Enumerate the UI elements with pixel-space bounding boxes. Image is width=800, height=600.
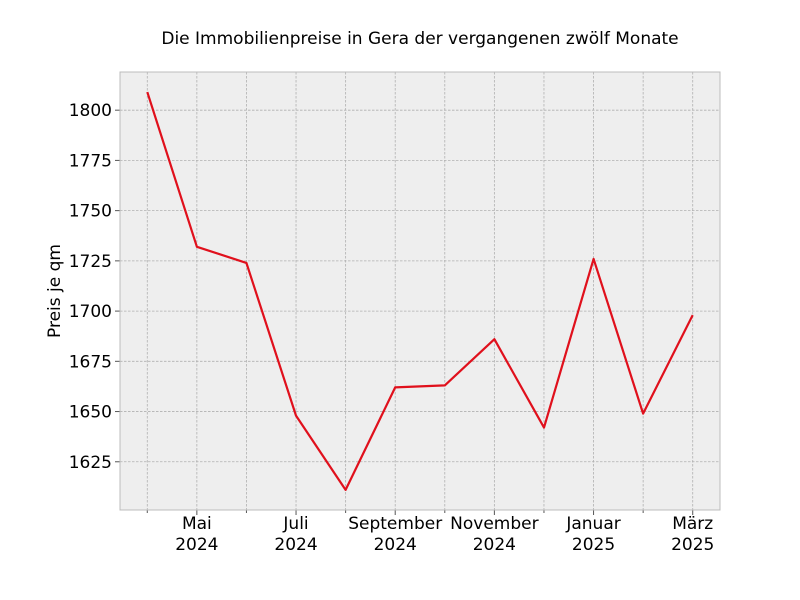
x-tick-label-month: Mai — [182, 514, 212, 534]
axis-ticks: 16251650167517001725175017751800Mai2024J… — [69, 101, 715, 555]
y-tick-label: 1625 — [69, 453, 112, 473]
series-line — [146, 91, 694, 491]
x-tick-label-month: November — [450, 514, 538, 534]
x-tick-label-month: März — [672, 514, 713, 534]
x-tick-label-year: 2025 — [671, 535, 714, 555]
y-axis-label: Preis je qm — [45, 244, 65, 338]
x-tick-label-year: 2025 — [572, 535, 615, 555]
x-tick-label-month: Januar — [565, 514, 620, 534]
x-tick-label-month: Juli — [282, 514, 308, 534]
x-tick-label-year: 2024 — [175, 535, 218, 555]
y-tick-label: 1800 — [69, 101, 112, 121]
y-tick-label: 1700 — [69, 302, 112, 322]
x-tick-label-month: September — [348, 514, 442, 534]
plot-area — [120, 72, 720, 510]
x-tick-label-year: 2024 — [374, 535, 417, 555]
y-tick-label: 1775 — [69, 151, 112, 171]
chart-title: Die Immobilienpreise in Gera der vergang… — [161, 29, 678, 49]
series-layer — [146, 91, 694, 491]
y-tick-label: 1650 — [69, 403, 112, 423]
grid-lines — [120, 72, 720, 510]
y-tick-label: 1750 — [69, 202, 112, 222]
y-tick-label: 1725 — [69, 252, 112, 272]
plot-frame — [119, 71, 721, 511]
x-tick-label-year: 2024 — [274, 535, 317, 555]
y-tick-label: 1675 — [69, 352, 112, 372]
x-tick-label-year: 2024 — [473, 535, 516, 555]
